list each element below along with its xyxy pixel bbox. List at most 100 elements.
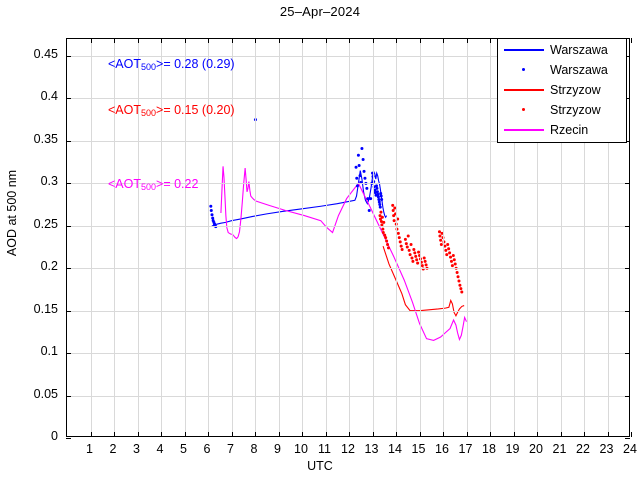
data-point (380, 197, 384, 201)
series-line-rzecin (220, 166, 468, 342)
data-point (409, 242, 413, 246)
data-point (376, 195, 380, 199)
legend-item-0[interactable]: Warszawa (498, 40, 628, 60)
x-tick-top (419, 38, 421, 43)
x-tick-top (90, 38, 92, 43)
gridline-vertical (419, 39, 421, 436)
x-tick-top (490, 38, 491, 43)
annotation-subscript: 500 (141, 62, 157, 72)
data-point (416, 261, 420, 265)
x-tick-top (137, 38, 139, 43)
y-tick (66, 438, 71, 439)
annotation-prefix: <AOT (108, 103, 141, 117)
data-point (397, 236, 401, 240)
data-point (415, 258, 419, 262)
data-point (386, 242, 390, 246)
data-point (375, 184, 378, 188)
gridline-horizontal (67, 353, 629, 355)
legend-item-4[interactable]: Rzecin (498, 120, 628, 140)
x-tick-label: 12 (341, 442, 355, 456)
y-tick-label: 0.3 (40, 174, 58, 189)
data-point (457, 279, 461, 283)
legend-label: Warszawa (550, 63, 608, 77)
gridline-horizontal (67, 183, 629, 185)
gridline-vertical (372, 39, 374, 436)
data-point (381, 231, 385, 235)
data-point (358, 174, 362, 178)
legend-label: Rzecin (550, 123, 589, 137)
gridline-vertical (278, 39, 280, 436)
data-point (361, 158, 365, 162)
gridline-vertical (255, 39, 256, 436)
x-tick-label: 15 (411, 442, 426, 456)
x-tick (137, 432, 139, 437)
data-point (355, 176, 359, 180)
x-tick-top (161, 38, 162, 43)
annotation-prefix: <AOT (108, 177, 141, 191)
data-point (209, 204, 213, 208)
data-point (379, 192, 383, 196)
data-point (362, 169, 366, 173)
data-point (396, 231, 400, 235)
y-tick (66, 55, 71, 57)
x-tick-label: 9 (274, 442, 281, 456)
series-line-strzyzow (382, 245, 465, 317)
data-point (369, 197, 373, 201)
legend-item-1[interactable]: Warszawa (498, 60, 628, 80)
gridline-vertical (443, 39, 444, 436)
data-point (406, 234, 410, 238)
data-point (448, 251, 452, 255)
y-tick-label: 0.1 (40, 344, 58, 359)
x-tick-label: 13 (364, 442, 379, 456)
data-point (375, 190, 379, 194)
gridline-vertical (231, 39, 233, 436)
data-point (424, 263, 428, 267)
data-point (209, 208, 213, 212)
x-tick (560, 432, 562, 437)
data-point (420, 264, 424, 268)
y-tick (66, 395, 71, 397)
gridline-vertical (560, 39, 562, 436)
data-point (446, 242, 450, 246)
data-point (360, 147, 364, 151)
legend-item-2[interactable]: Strzyzow (498, 80, 628, 100)
gridline-vertical (396, 39, 397, 436)
data-point (391, 203, 395, 207)
data-point (444, 248, 448, 252)
y-tick-right (625, 395, 630, 397)
gridline-horizontal (67, 55, 629, 57)
data-point (380, 223, 384, 227)
data-point (375, 186, 379, 190)
legend-item-3[interactable]: Strzyzow (498, 100, 628, 120)
data-point (382, 220, 386, 224)
x-tick-top (396, 38, 397, 43)
data-point (410, 256, 414, 260)
data-point (419, 260, 423, 264)
x-tick-top (302, 38, 303, 43)
data-point (403, 237, 407, 241)
x-tick (278, 432, 280, 437)
data-point (211, 216, 215, 220)
x-tick (208, 432, 209, 437)
data-point (455, 270, 459, 274)
y-tick-label: 0.15 (33, 301, 58, 316)
x-tick (349, 432, 350, 437)
y-tick-label: 0.2 (40, 259, 58, 274)
legend-swatch (498, 80, 550, 100)
y-tick-right (625, 55, 630, 57)
y-tick (66, 310, 71, 312)
series-points-strzyzow (378, 203, 464, 294)
data-point (449, 259, 453, 263)
y-tick-right (625, 98, 630, 100)
series-points-warszawa (209, 118, 384, 229)
data-point (408, 253, 412, 257)
x-tick-label: 4 (156, 442, 164, 456)
legend-label: Strzyzow (550, 103, 601, 117)
annotation-subscript: 500 (141, 108, 157, 118)
x-tick-label: 18 (482, 442, 496, 456)
x-tick (537, 432, 538, 437)
x-tick-label: 2 (109, 442, 117, 456)
data-point (423, 259, 427, 263)
data-point (376, 192, 380, 196)
